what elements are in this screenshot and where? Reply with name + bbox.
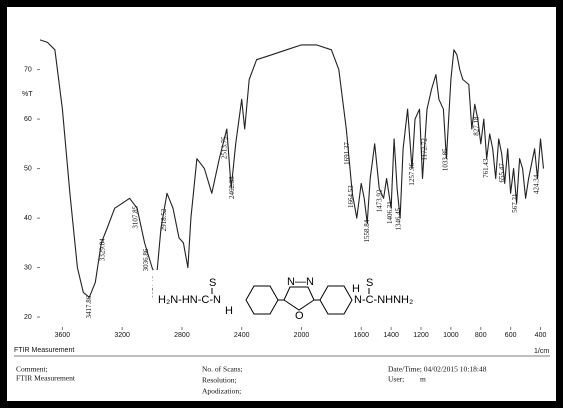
ring [319, 285, 353, 315]
structure: S S H₂N-HN-C-N H N—N O N-C-NHNH₂ H [153, 270, 423, 322]
peak-label: 3417.86 [85, 295, 93, 318]
y-tick-label: 50 [24, 165, 32, 172]
frame [3, 3, 560, 405]
peak-label: 3329.84 [98, 238, 106, 261]
x-tick-label: 400 [535, 332, 547, 339]
x-tick-label: 800 [475, 332, 487, 339]
y-tick-label: 70 [24, 66, 32, 73]
footer-text: Date/Time; 04/02/2015 10:18:48 [388, 365, 487, 374]
peak-label: 3036.86 [142, 248, 150, 271]
structure-bg [153, 270, 423, 320]
ring [283, 286, 315, 311]
atom: S [366, 277, 373, 289]
peak-label: 567.21 [511, 193, 519, 213]
atom: O [295, 310, 304, 322]
x-tick-label: 1000 [443, 332, 459, 339]
footer-text: User; [388, 375, 404, 384]
x-tick-label: 3600 [55, 332, 71, 339]
peak-label: 1664.53 [347, 185, 355, 208]
peak-label: 1172.72 [421, 138, 429, 161]
x-tick-label: 2800 [174, 332, 190, 339]
peak-label: 761.43 [482, 158, 490, 178]
peak-label: 1257.96 [408, 162, 416, 185]
peak-label: 3107.85 [132, 205, 140, 228]
peak-label: 1033.85 [441, 148, 449, 171]
group: N-C-NHNH₂ [354, 294, 413, 306]
x-tick-label: 3200 [114, 332, 130, 339]
x-tick-label: 2000 [294, 332, 310, 339]
peak-label: 1346.45 [395, 207, 403, 230]
peak-label: 1473.92 [376, 189, 384, 212]
peak-label: 655.47 [498, 163, 506, 183]
atom: N—N [287, 276, 314, 288]
atom: H [352, 283, 360, 295]
footer-text: Comment; [16, 365, 48, 374]
x-tick-label: 2400 [234, 332, 250, 339]
footer-text: No. of Scans; [202, 365, 243, 374]
subtitle: FTIR Measurement [14, 347, 74, 354]
x-tick-label: 1400 [383, 332, 399, 339]
x-tick-label: 1200 [413, 332, 429, 339]
y-tick-label: 20 [24, 314, 32, 321]
peak-label: 1558.84 [363, 219, 371, 242]
peak-label: 424.34 [533, 174, 541, 194]
peak-label: 2918.52 [160, 208, 168, 231]
footer-text: Apodization; [202, 387, 241, 396]
y-tick-label: 60 [24, 116, 32, 123]
y-tick-label: 30 [24, 264, 32, 271]
y-tick-label: 40 [24, 215, 32, 222]
group: H₂N-HN-C-N [158, 294, 221, 306]
footer-text: Resolution; [202, 376, 237, 385]
peak-label: 827.18 [472, 116, 480, 136]
x-tick-label: 1600 [353, 332, 369, 339]
atom: H [225, 305, 233, 317]
x-tick-label: 600 [505, 332, 517, 339]
footer-text: m [420, 375, 426, 384]
peak-label: 2462.33 [228, 176, 236, 199]
peak-label: 1691.37 [343, 142, 351, 165]
peak-label: 2513.75 [220, 136, 228, 159]
x-axis-label: 1/cm [534, 348, 549, 355]
footer-text: FTIR Measurement [16, 374, 76, 383]
y-axis-label: %T [22, 91, 33, 98]
peak-label: 1406.31 [386, 201, 394, 224]
atom: S [209, 277, 216, 289]
